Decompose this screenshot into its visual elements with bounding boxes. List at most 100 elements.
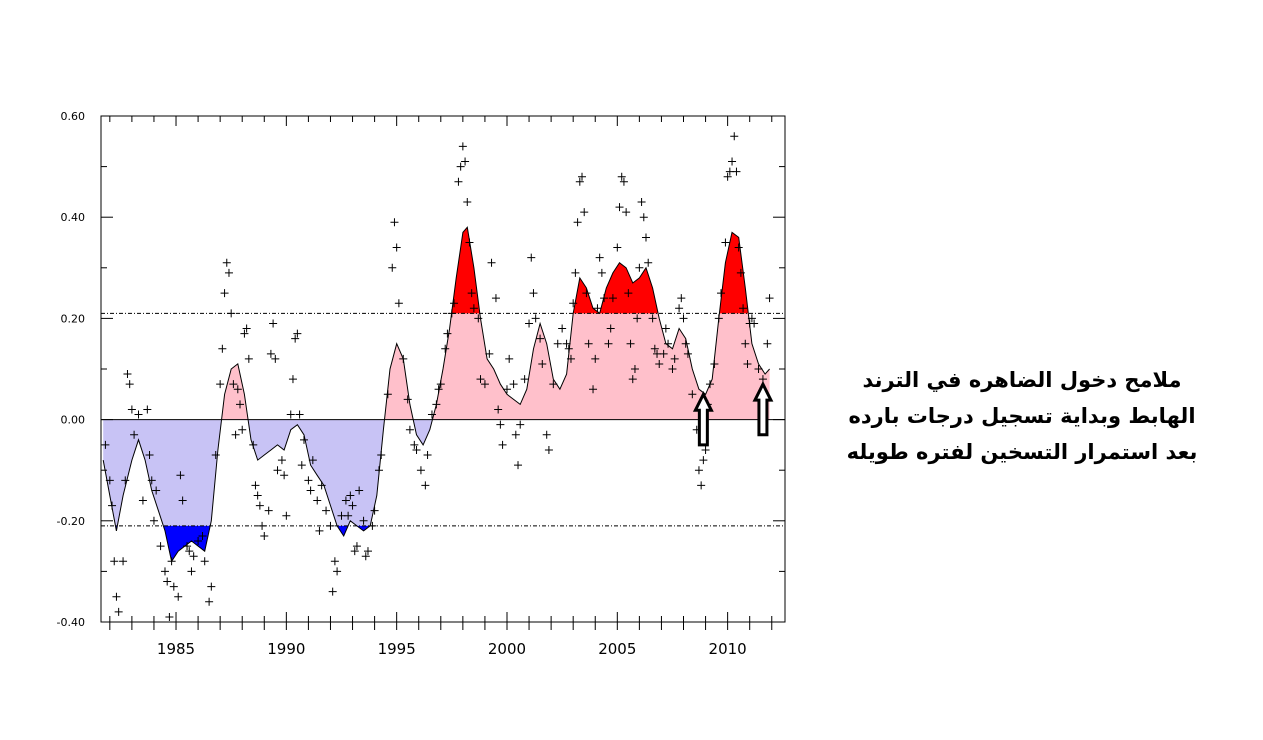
data-point — [299, 435, 308, 444]
data-point — [714, 314, 723, 323]
data-point — [390, 218, 399, 227]
data-point — [450, 299, 459, 308]
data-point — [679, 314, 688, 323]
data-point — [736, 268, 745, 277]
data-point — [377, 451, 386, 460]
data-point — [330, 557, 339, 566]
data-point — [205, 597, 214, 606]
x-tick-label: 1995 — [378, 640, 416, 658]
annotation-text: ملامح دخول الضاهره في الترند الهابط وبدا… — [812, 362, 1232, 470]
data-point — [255, 501, 264, 510]
data-point — [650, 344, 659, 353]
data-point — [469, 304, 478, 313]
data-point — [218, 344, 227, 353]
data-point — [187, 567, 196, 576]
data-point — [370, 506, 379, 515]
data-point — [527, 253, 536, 262]
data-point — [304, 476, 313, 485]
data-point — [322, 506, 331, 515]
data-point — [578, 172, 587, 181]
data-point — [717, 289, 726, 298]
data-point — [333, 567, 342, 576]
data-point — [516, 420, 525, 429]
data-point — [664, 339, 673, 348]
data-point — [582, 289, 591, 298]
y-tick-label: 0.20 — [61, 312, 86, 325]
data-point — [739, 304, 748, 313]
monthly-points — [101, 132, 774, 621]
data-point — [553, 339, 562, 348]
positive-area — [103, 227, 770, 420]
data-point — [269, 319, 278, 328]
data-point — [306, 486, 315, 495]
data-point — [589, 385, 598, 394]
data-point — [416, 466, 425, 475]
data-point — [694, 466, 703, 475]
data-point — [432, 400, 441, 409]
data-point — [485, 349, 494, 358]
data-point — [465, 238, 474, 247]
data-point — [474, 314, 483, 323]
data-point — [145, 451, 154, 460]
data-point — [249, 440, 258, 449]
data-point — [575, 177, 584, 186]
data-point — [732, 167, 741, 176]
data-point — [498, 440, 507, 449]
data-point — [355, 486, 364, 495]
y-tick-label: 0.60 — [61, 110, 86, 123]
data-point — [520, 375, 529, 384]
below-threshold-area — [115, 525, 371, 562]
data-point — [569, 299, 578, 308]
data-point — [458, 142, 467, 151]
data-point — [114, 607, 123, 616]
data-point — [622, 208, 631, 217]
data-point — [699, 456, 708, 465]
data-point — [260, 531, 269, 540]
data-point — [525, 319, 534, 328]
data-point — [105, 476, 114, 485]
data-point — [405, 425, 414, 434]
data-point — [454, 177, 463, 186]
data-point — [238, 425, 247, 434]
data-point — [447, 309, 456, 318]
data-point — [434, 385, 443, 394]
data-point — [403, 395, 412, 404]
data-point — [352, 542, 361, 551]
data-point — [123, 370, 132, 379]
reference-lines — [101, 312, 785, 527]
data-point — [233, 385, 242, 394]
data-point — [595, 253, 604, 262]
axis-ticks: -0.40 -0.20 0.00 0.20 0.40 0.60 1985 1990 1995 20… — [57, 110, 785, 658]
data-point — [130, 430, 139, 439]
data-point — [496, 420, 505, 429]
data-point — [443, 329, 452, 338]
data-point — [388, 263, 397, 272]
data-point — [183, 542, 192, 551]
data-point — [341, 496, 350, 505]
x-tick-label: 1985 — [157, 640, 195, 658]
data-point — [502, 385, 511, 394]
data-point — [606, 324, 615, 333]
data-point — [244, 354, 253, 363]
smoothed-curve — [102, 226, 770, 563]
data-point — [467, 289, 476, 298]
data-point — [633, 314, 642, 323]
data-point — [644, 258, 653, 267]
y-tick-label: 0.00 — [61, 414, 86, 427]
data-point — [648, 314, 657, 323]
data-point — [730, 132, 739, 141]
data-point — [240, 329, 249, 338]
data-point — [668, 365, 677, 373]
data-point — [677, 294, 686, 303]
data-point — [189, 552, 198, 561]
data-point — [315, 526, 324, 535]
data-point — [176, 471, 185, 480]
data-point — [463, 198, 472, 207]
data-point — [348, 501, 357, 510]
data-point — [121, 476, 130, 485]
x-tick-label: 1990 — [267, 640, 305, 658]
data-point — [637, 198, 646, 207]
data-point — [531, 314, 540, 323]
data-point — [441, 344, 450, 353]
data-point — [297, 461, 306, 470]
